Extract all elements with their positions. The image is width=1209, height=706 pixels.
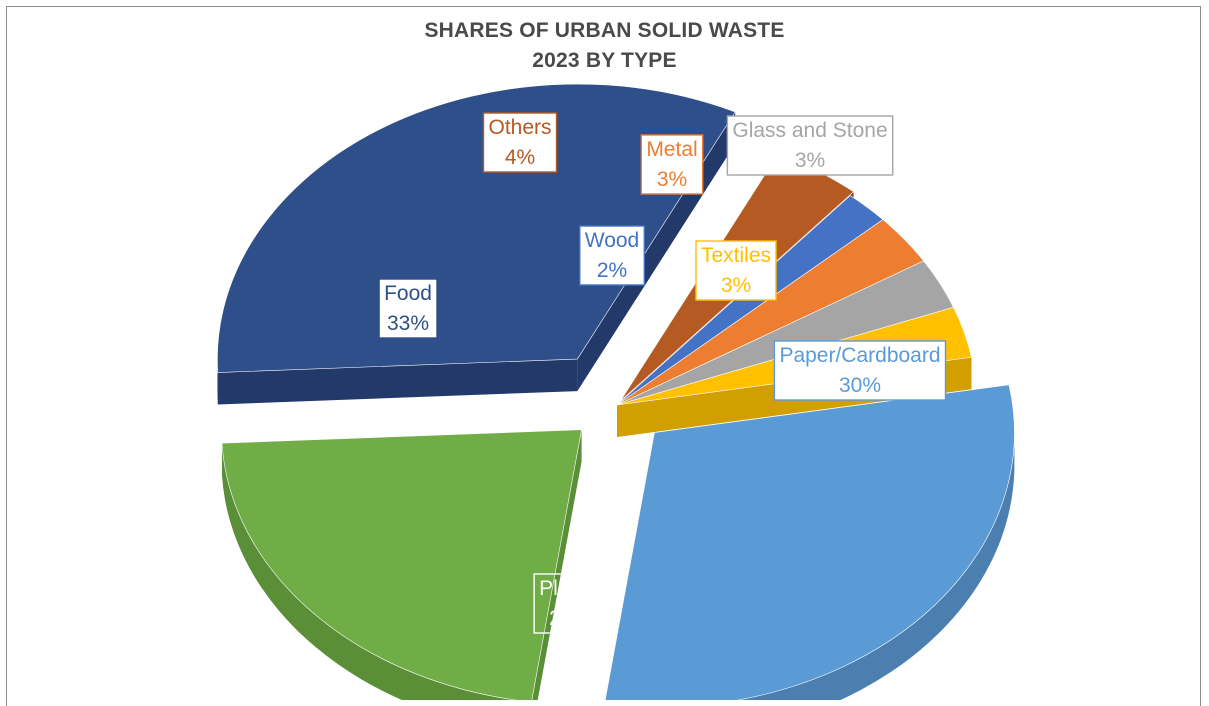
data-label-others: Others 4% (484, 113, 557, 172)
data-label-value-plastic: 22% (549, 607, 591, 630)
data-label-name-wood: Wood (585, 229, 639, 252)
data-label-name-glass-and-stone: Glass and Stone (732, 119, 887, 142)
data-label-textiles: Textiles 3% (696, 241, 776, 300)
data-label-value-wood: 2% (597, 259, 627, 282)
data-label-wood: Wood 2% (580, 226, 645, 285)
data-label-name-food: Food (384, 282, 432, 305)
data-label-paper-cardboard: Paper/Cardboard 30% (774, 341, 945, 400)
data-label-name-textiles: Textiles (701, 244, 771, 267)
data-label-value-metal: 3% (657, 168, 687, 191)
data-label-name-paper-cardboard: Paper/Cardboard (779, 344, 940, 367)
data-label-name-plastic: Plastic (539, 577, 601, 600)
data-label-food: Food 33% (379, 279, 437, 338)
slice-food (217, 84, 735, 372)
data-label-name-others: Others (488, 116, 551, 139)
data-label-glass-and-stone: Glass and Stone 3% (727, 116, 892, 175)
data-label-value-others: 4% (505, 146, 535, 169)
data-label-metal: Metal 3% (641, 135, 702, 194)
data-label-value-glass-and-stone: 3% (795, 149, 825, 172)
data-label-name-metal: Metal (646, 138, 697, 161)
slice-paper-cardboard (604, 385, 1014, 700)
data-label-value-food: 33% (387, 312, 429, 335)
data-label-value-textiles: 3% (721, 274, 751, 297)
slice-plastic (222, 430, 582, 700)
data-label-value-paper-cardboard: 30% (839, 374, 881, 397)
